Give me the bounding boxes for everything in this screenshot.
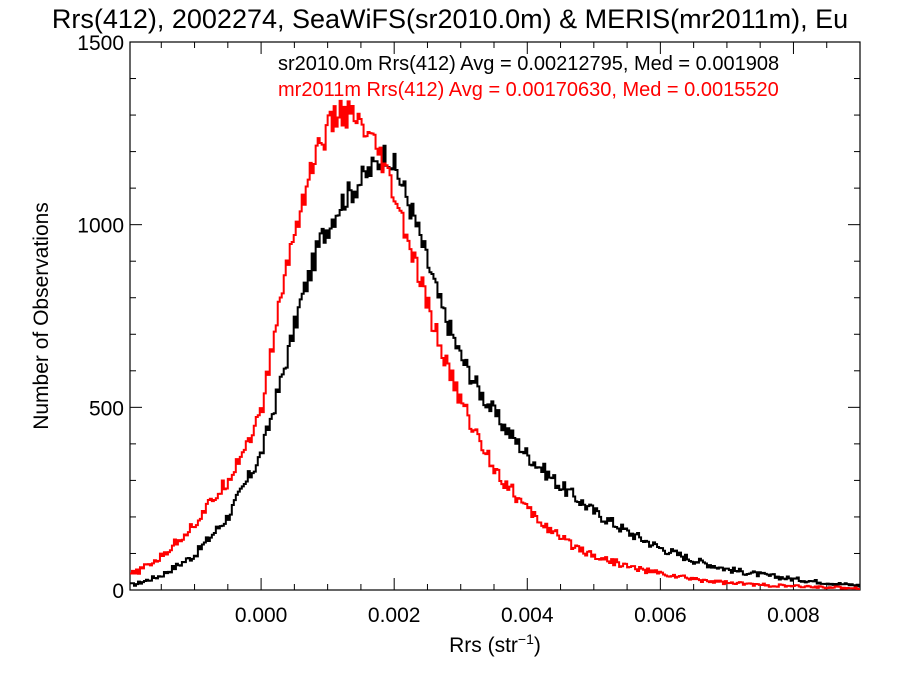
- x-tick-label: 0.002: [368, 604, 421, 627]
- x-axis-label-main: Rrs (str: [449, 634, 518, 657]
- chart-title: Rrs(412), 2002274, SeaWiFS(sr2010.0m) & …: [52, 4, 848, 34]
- histogram-series-2: [130, 99, 860, 590]
- legend-entry-2: mr2011m Rrs(412) Avg = 0.00170630, Med =…: [278, 79, 779, 101]
- y-tick-label: 0: [112, 580, 124, 603]
- legend: sr2010.0m Rrs(412) Avg = 0.00212795, Med…: [278, 53, 779, 101]
- plot-frame: [129, 41, 861, 591]
- x-tick-label: 0.004: [501, 604, 554, 627]
- legend-entry-1: sr2010.0m Rrs(412) Avg = 0.00212795, Med…: [278, 53, 779, 75]
- axis-ticks: [130, 41, 860, 591]
- x-axis-label-close: ): [534, 634, 541, 657]
- y-tick-label: 500: [89, 397, 124, 420]
- series-group: [130, 99, 860, 590]
- tick-labels: 0.000 0.002 0.004 0.006 0.008 0 500 1000 1500: [77, 32, 819, 627]
- x-tick-label: 0.008: [767, 604, 820, 627]
- y-tick-label: 1500: [77, 32, 124, 55]
- x-tick-label: 0.000: [235, 604, 288, 627]
- histogram-series-1: [130, 144, 860, 588]
- y-tick-label: 1000: [77, 215, 124, 238]
- x-axis-label-superscript: −1: [518, 631, 534, 647]
- y-axis-label: Number of Observations: [30, 202, 53, 430]
- x-tick-label: 0.006: [634, 604, 687, 627]
- x-axis-label: Rrs (str−1): [449, 631, 541, 657]
